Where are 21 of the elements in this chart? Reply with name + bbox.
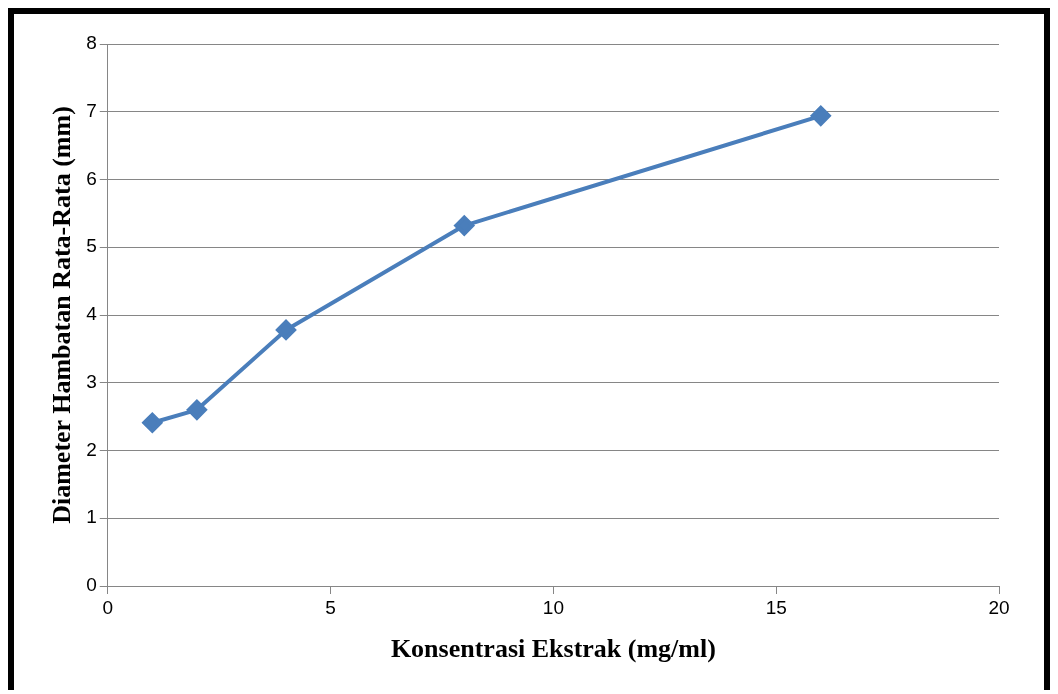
y-tick-label: 4 <box>86 303 98 325</box>
y-tick-label: 5 <box>86 235 97 257</box>
point <box>810 105 831 126</box>
y-tick-label: 8 <box>86 32 97 54</box>
x-tick-label: 0 <box>102 596 114 618</box>
y-tick-label: 6 <box>86 167 97 189</box>
y-tick-label: 2 <box>86 438 97 460</box>
y-tick-label: 3 <box>86 370 97 392</box>
y-tick-label: 0 <box>86 574 97 596</box>
point <box>186 399 207 420</box>
x-tick-label: 15 <box>765 596 787 618</box>
x-tick-label: 10 <box>542 596 564 618</box>
y-tick-label: 7 <box>86 99 97 121</box>
point <box>454 215 475 236</box>
x-tick-label: 20 <box>988 596 1010 618</box>
y-axis-title: Diameter Hambatan Rata-Rata (mm) <box>47 106 77 524</box>
y-tick-label: 1 <box>86 506 97 528</box>
point <box>142 412 163 433</box>
point <box>276 319 297 340</box>
x-tick-label: 5 <box>325 596 336 618</box>
x-axis-title: Konsentrasi Ekstrak (mg/ml) <box>390 634 716 664</box>
